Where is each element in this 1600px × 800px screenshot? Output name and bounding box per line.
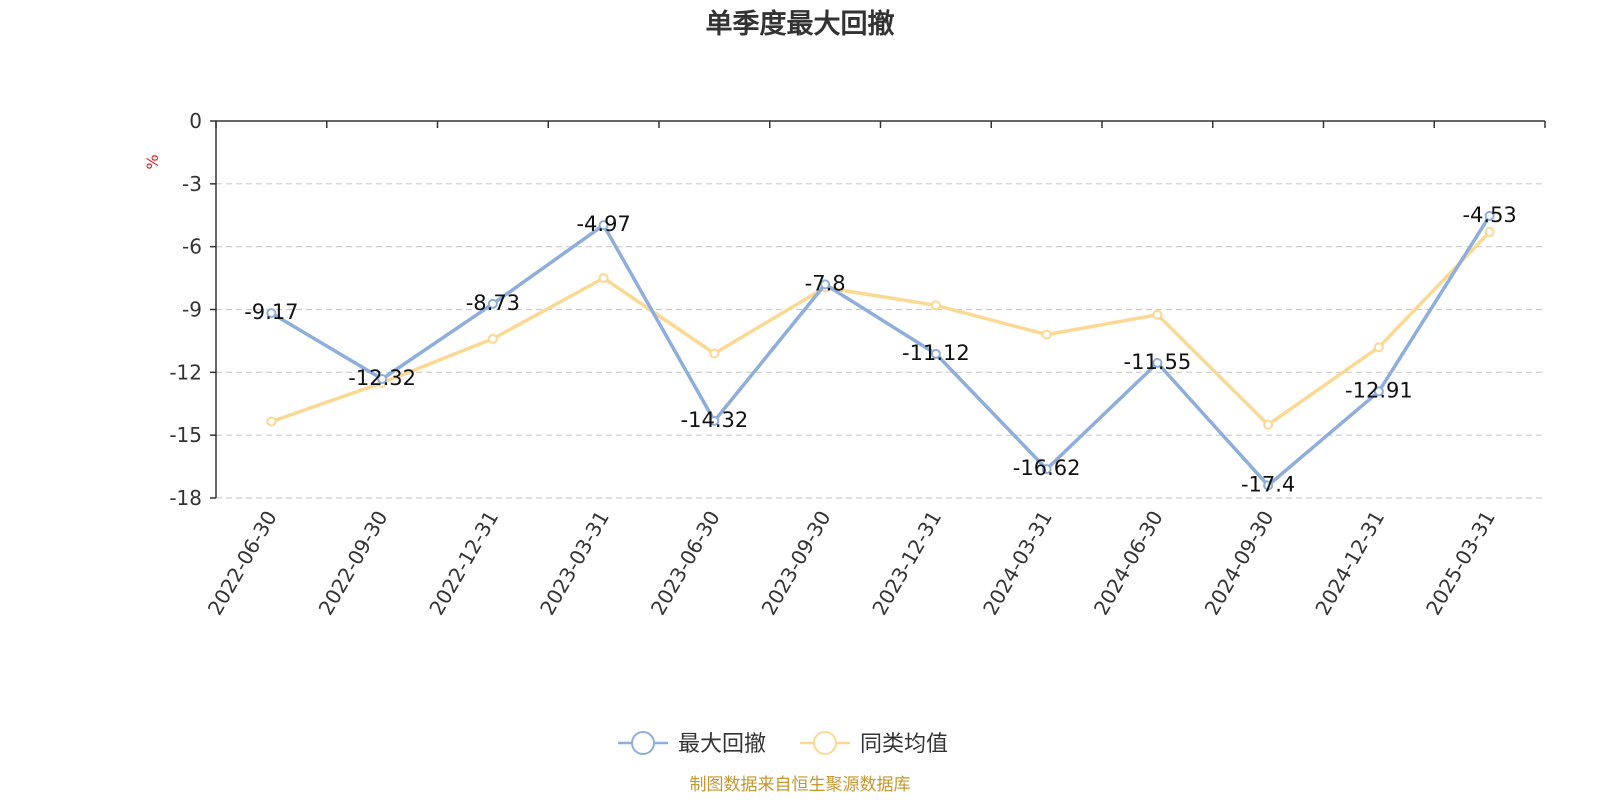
y-tick-label: -15 — [169, 423, 202, 447]
data-point[interactable] — [930, 300, 941, 311]
data-point[interactable] — [1484, 210, 1495, 221]
data-point[interactable] — [598, 220, 609, 231]
x-tick-label: 2023-03-31 — [535, 507, 614, 620]
data-point[interactable] — [709, 415, 720, 426]
data-point[interactable] — [266, 308, 277, 319]
data-point[interactable] — [1041, 329, 1052, 340]
y-tick-label: -6 — [182, 235, 202, 259]
data-label: -8.73 — [466, 291, 520, 315]
data-label: -9.17 — [244, 300, 298, 324]
data-label: -12.32 — [348, 366, 416, 390]
x-tick-label: 2022-12-31 — [424, 507, 503, 620]
legend[interactable]: 最大回撤 同类均值 — [618, 731, 948, 757]
x-tick-label: 2023-12-31 — [867, 507, 946, 620]
data-point[interactable] — [709, 348, 720, 359]
y-tick-label: -3 — [182, 172, 202, 196]
data-point[interactable] — [1152, 357, 1163, 368]
x-tick-label: 2025-03-31 — [1421, 507, 1500, 620]
source-note: 制图数据来自恒生聚源数据库 — [690, 775, 911, 795]
data-point[interactable] — [377, 374, 388, 385]
y-tick-label: -12 — [169, 360, 202, 384]
data-label: -12.91 — [1345, 378, 1413, 402]
x-tick-label: 2024-12-31 — [1310, 507, 1389, 620]
data-labels: -9.17 -12.32 -8.73 -4.97 -14.32 -7.8 -11.12 -16… — [244, 203, 1517, 497]
chart-title: 单季度最大回撤 — [706, 8, 895, 40]
x-tick-label: 2022-06-30 — [203, 507, 282, 620]
x-tick-label: 2023-09-30 — [757, 507, 836, 620]
data-point[interactable] — [266, 416, 277, 427]
y-axis-unit: % — [143, 154, 162, 169]
legend-item-label[interactable]: 同类均值 — [860, 732, 948, 757]
data-point[interactable] — [820, 279, 831, 290]
data-point[interactable] — [1152, 309, 1163, 320]
x-tick-label: 2023-06-30 — [646, 507, 725, 620]
data-label: -11.12 — [902, 341, 970, 365]
y-tick-label: -18 — [169, 486, 202, 510]
series-line — [270, 230, 1491, 427]
x-tick-label: 2024-06-30 — [1089, 507, 1168, 620]
x-tick-label: 2024-09-30 — [1200, 507, 1279, 620]
legend-marker — [813, 731, 837, 755]
data-point[interactable] — [598, 273, 609, 284]
data-point[interactable] — [487, 298, 498, 309]
data-label: -7.8 — [805, 271, 846, 295]
x-tick-label: 2022-09-30 — [314, 507, 393, 620]
data-label: -14.32 — [681, 408, 749, 432]
series-lines — [266, 210, 1495, 491]
data-label: -4.97 — [576, 212, 630, 236]
legend-marker — [631, 731, 655, 755]
data-point[interactable] — [1373, 342, 1384, 353]
y-tick-label: 0 — [189, 109, 202, 133]
gridlines — [216, 183, 1545, 499]
data-point[interactable] — [487, 333, 498, 344]
y-tick-label: -9 — [182, 298, 202, 322]
data-point[interactable] — [930, 348, 941, 359]
data-point[interactable] — [1263, 419, 1274, 430]
series-line — [270, 214, 1492, 488]
data-label: -17.4 — [1241, 472, 1295, 496]
data-point[interactable] — [1484, 227, 1495, 238]
legend-item-label[interactable]: 最大回撤 — [678, 732, 766, 757]
x-tick-label: 2024-03-31 — [978, 507, 1057, 620]
data-label: -11.55 — [1124, 350, 1192, 374]
data-label: -4.53 — [1462, 203, 1516, 227]
data-point[interactable] — [1263, 480, 1274, 491]
data-label: -16.62 — [1013, 456, 1081, 480]
data-point[interactable] — [1041, 464, 1052, 475]
data-point[interactable] — [1373, 386, 1384, 397]
